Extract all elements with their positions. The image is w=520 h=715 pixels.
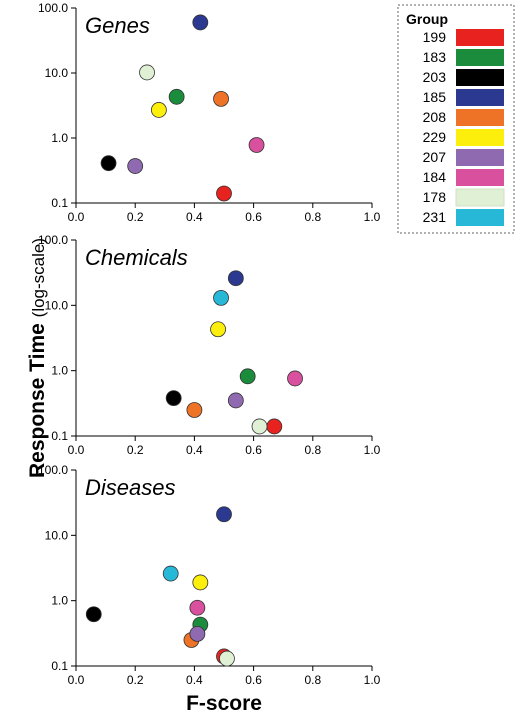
x-tick-label: 0.2	[127, 443, 144, 457]
x-tick-label: 0.6	[245, 443, 262, 457]
x-tick-label: 0.4	[186, 443, 203, 457]
y-axis-scale-note: (log-scale)	[29, 238, 48, 317]
y-axis-label: Response Time	[26, 323, 49, 478]
x-tick-label: 0.8	[304, 443, 321, 457]
x-tick-label: 0.2	[127, 673, 144, 687]
legend-swatch	[456, 49, 504, 66]
legend-label: 178	[423, 189, 447, 205]
y-tick-label: 10.0	[45, 528, 69, 542]
panel-genes: 0.1 1.0 10.0 100.0 0.0 0.2 0.4 0.6 0.8 1.0 Genes	[38, 1, 381, 224]
data-point-group-229	[210, 321, 226, 338]
y-tick-label: 100.0	[38, 233, 68, 247]
legend-swatch	[456, 69, 504, 86]
panel-diseases: 0.1 1.0 10.0 100.0 0.0 0.2 0.4 0.6 0.8 1.0 Disease…	[38, 463, 381, 687]
legend-label: 184	[423, 169, 447, 185]
data-point-group-185	[227, 270, 244, 287]
legend-label: 231	[423, 209, 447, 225]
panel-title: Genes	[85, 13, 150, 38]
data-point-group-229	[192, 574, 209, 591]
legend-label: 229	[423, 129, 447, 145]
x-tick-label: 0.2	[127, 210, 144, 224]
y-tick-label: 10.0	[45, 66, 69, 80]
legend-title: Group	[406, 11, 448, 27]
data-point-group-207	[227, 392, 244, 409]
data-point-group-183	[239, 368, 256, 385]
y-tick-label: 0.1	[51, 429, 68, 443]
y-axis-title: Response Time (log-scale)	[26, 238, 49, 478]
legend-label: 183	[423, 49, 447, 65]
x-tick-label: 0.4	[186, 210, 203, 224]
data-point-group-207	[189, 625, 206, 642]
data-point-group-183	[168, 88, 185, 105]
legend-swatch	[456, 149, 504, 166]
x-tick-label: 0.8	[304, 210, 321, 224]
data-point-group-203	[85, 606, 102, 623]
legend-swatch	[456, 29, 504, 46]
data-point-group-229	[150, 102, 167, 118]
legend: Group 199 183 203 185 208 229 207 184 178 231	[397, 4, 515, 234]
data-point-group-184	[248, 137, 265, 153]
panel-chemicals: 0.1 1.0 10.0 100.0 0.0 0.2 0.4 0.6 0.8 1.0 Chemica…	[38, 233, 381, 457]
legend-swatch	[456, 109, 504, 126]
data-point-group-203	[100, 155, 117, 172]
legend-label: 208	[423, 109, 447, 125]
legend-label: 199	[423, 29, 447, 45]
legend-swatch	[456, 89, 504, 106]
data-point-group-178	[219, 650, 235, 667]
x-axis-label: F-score	[186, 692, 262, 715]
data-point-group-208	[186, 402, 203, 418]
data-point-group-231	[162, 565, 179, 582]
panel-title: Chemicals	[85, 245, 188, 270]
data-point-group-231	[213, 289, 229, 306]
y-tick-label: 1.0	[51, 594, 68, 608]
legend-swatch	[456, 169, 504, 186]
x-tick-label: 0.6	[245, 210, 262, 224]
x-tick-label: 1.0	[364, 210, 381, 224]
x-tick-label: 0.6	[245, 673, 262, 687]
x-tick-label: 0.0	[68, 673, 85, 687]
data-point-group-184	[189, 599, 206, 616]
legend-swatch	[456, 129, 504, 146]
x-tick-label: 0.4	[186, 673, 203, 687]
y-tick-label: 1.0	[51, 131, 68, 145]
x-tick-label: 0.0	[68, 210, 85, 224]
legend-swatch	[455, 188, 505, 207]
x-tick-label: 1.0	[364, 673, 381, 687]
legend-label: 207	[423, 149, 447, 165]
y-tick-label: 10.0	[45, 298, 69, 312]
data-point-group-178	[139, 64, 155, 81]
x-tick-label: 1.0	[364, 443, 381, 457]
data-point-group-207	[127, 158, 144, 174]
data-point-group-199	[266, 418, 283, 435]
y-tick-label: 100.0	[38, 1, 68, 15]
data-point-group-185	[192, 14, 209, 31]
x-tick-label: 0.8	[304, 673, 321, 687]
y-tick-label: 100.0	[38, 463, 68, 477]
y-tick-label: 0.1	[51, 196, 68, 210]
x-tick-label: 0.0	[68, 443, 85, 457]
panel-title: Diseases	[85, 475, 175, 500]
data-point-group-178	[251, 418, 268, 435]
data-point-group-184	[287, 370, 303, 387]
data-point-group-199	[216, 185, 232, 202]
data-point-group-185	[216, 506, 232, 523]
y-tick-label: 1.0	[51, 364, 68, 378]
legend-items: 199 183 203 185 208 229 207 184 178 231	[423, 29, 505, 226]
data-point-group-208	[213, 90, 229, 107]
data-point-group-203	[165, 390, 182, 407]
y-tick-label: 0.1	[51, 659, 68, 673]
legend-swatch	[456, 209, 504, 226]
legend-label: 203	[423, 69, 447, 85]
legend-label: 185	[423, 89, 447, 105]
